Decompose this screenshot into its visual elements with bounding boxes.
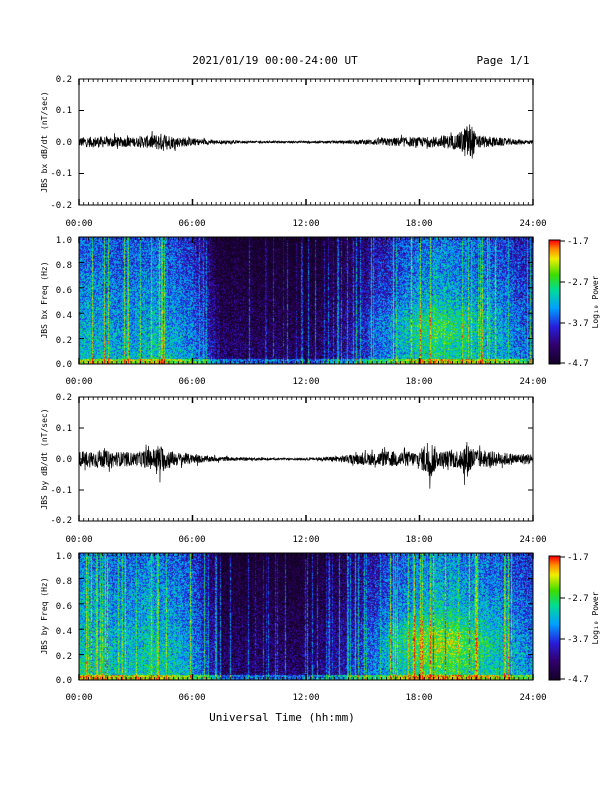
- x-axis-label: Universal Time (hh:mm): [209, 711, 355, 724]
- dbdt-trace-line: [78, 442, 534, 489]
- panel-by-spectrogram: 1.0 0.8 0.6 0.4 0.2 0.0 JBS by Freq (Hz)…: [40, 552, 600, 703]
- panel-by-dbdt: 0.2 0.1 0.0 -0.1 -0.2 JBS by dB/dt (nT/s…: [40, 393, 547, 545]
- by-colorbar-image: [549, 556, 560, 680]
- by-dbdt-trace: [78, 442, 534, 489]
- by-spectrogram-xtick-label: 00:00: [65, 693, 92, 703]
- bx-dbdt-xtick-label: 24:00: [519, 219, 546, 229]
- bx-spectrogram-ytick-label: 0.4: [56, 311, 72, 321]
- bx-spectrogram-axis-ticks: [78, 236, 534, 365]
- bx-spectrogram-xtick-label: 06:00: [178, 377, 205, 387]
- bx-spectrogram-xtick-label: 00:00: [65, 377, 92, 387]
- panel-bx-dbdt: 0.2 0.1 0.0 -0.1 -0.2 JBS bx dB/dt (nT/s…: [40, 75, 547, 229]
- bx-dbdt-xtick-label: 06:00: [178, 219, 205, 229]
- by-spectrogram-xtick-label: 24:00: [519, 693, 546, 703]
- bx-colorbar-tick-label: -3.7: [567, 319, 589, 329]
- bx-spectrogram-ytick-label: 0.6: [56, 286, 72, 296]
- by-dbdt-xtick-label: 18:00: [405, 535, 432, 545]
- bx-colorbar-tick-label: -2.7: [567, 278, 589, 288]
- by-colorbar-tick-label: -4.7: [567, 675, 589, 685]
- by-colorbar-tick-label: -3.7: [567, 635, 589, 645]
- by-colorbar-tick-label: -1.7: [567, 553, 589, 563]
- by-spectrogram-ytick-label: 0.0: [56, 676, 72, 686]
- bx-dbdt-xtick-label: 00:00: [65, 219, 92, 229]
- by-spectrogram-xtick-label: 12:00: [292, 693, 319, 703]
- by-spectrogram-axis-ticks: [78, 552, 534, 681]
- by-dbdt-axis-ticks: [78, 396, 534, 522]
- bx-dbdt-xtick-label: 12:00: [292, 219, 319, 229]
- by-spectrogram-ytick-label: 0.6: [56, 602, 72, 612]
- by-dbdt-xtick-label: 24:00: [519, 535, 546, 545]
- by-dbdt-xtick-label: 06:00: [178, 535, 205, 545]
- by-spectrogram-ylabel: JBS by Freq (Hz): [40, 577, 49, 654]
- by-dbdt-ytick-label: -0.1: [50, 486, 72, 496]
- bx-dbdt-ylabel: JBS bx dB/dt (nT/sec): [40, 91, 49, 192]
- bx-spectrogram-ytick-label: 0.2: [56, 336, 72, 346]
- by-colorbar-tick-label: -2.7: [567, 594, 589, 604]
- by-spectrogram-ytick-label: 1.0: [56, 552, 72, 562]
- bx-dbdt-ytick-label: 0.0: [56, 138, 72, 148]
- by-dbdt-xtick-label: 12:00: [292, 535, 319, 545]
- bx-spectrogram-ytick-label: 1.0: [56, 236, 72, 246]
- bx-colorbar-tick-label: -4.7: [567, 359, 589, 369]
- by-dbdt-ytick-label: 0.0: [56, 455, 72, 465]
- by-dbdt-ylabel: JBS by dB/dt (nT/sec): [40, 408, 49, 509]
- page-indicator: Page 1/1: [477, 54, 530, 67]
- by-spectrogram-ytick-label: 0.8: [56, 577, 72, 587]
- by-dbdt-ytick-label: 0.1: [56, 424, 72, 434]
- bx-colorbar-tick-label: -1.7: [567, 237, 589, 247]
- bx-dbdt-ytick-label: -0.2: [50, 201, 72, 211]
- by-colorbar-frame: [548, 555, 561, 681]
- dbdt-trace-line: [78, 124, 534, 159]
- panel-bx-spectrogram: 1.0 0.8 0.6 0.4 0.2 0.0 JBS bx Freq (Hz)…: [40, 236, 600, 387]
- by-dbdt-ytick-label: 0.2: [56, 393, 72, 403]
- by-colorbar-label: Log₁₀ Power: [591, 591, 600, 644]
- bx-spectrogram-ytick-label: 0.8: [56, 261, 72, 271]
- bx-dbdt-axis-ticks: [78, 78, 534, 206]
- by-spectrogram-image: [79, 553, 533, 680]
- by-spectrogram-xtick-label: 18:00: [405, 693, 432, 703]
- bx-dbdt-ytick-label: -0.1: [50, 169, 72, 179]
- bx-dbdt-xtick-label: 18:00: [405, 219, 432, 229]
- by-dbdt-ytick-label: -0.2: [50, 516, 72, 526]
- bx-dbdt-trace: [78, 124, 534, 159]
- figure-title: 2021/01/19 00:00-24:00 UT: [192, 54, 358, 67]
- by-dbdt-xtick-label: 00:00: [65, 535, 92, 545]
- bx-colorbar-label: Log₁₀ Power: [591, 275, 600, 328]
- bx-spectrogram-image: [79, 237, 533, 364]
- bx-spectrogram-xtick-label: 18:00: [405, 377, 432, 387]
- by-spectrogram-xtick-label: 06:00: [178, 693, 205, 703]
- bx-spectrogram-ylabel: JBS bx Freq (Hz): [40, 261, 49, 338]
- bx-colorbar-image: [549, 240, 560, 364]
- by-spectrogram-ytick-label: 0.2: [56, 652, 72, 662]
- bx-spectrogram-xtick-label: 24:00: [519, 377, 546, 387]
- bx-spectrogram-ytick-label: 0.0: [56, 360, 72, 370]
- bx-spectrogram-xtick-label: 12:00: [292, 377, 319, 387]
- bx-colorbar-frame: [548, 239, 561, 365]
- bx-dbdt-ytick-label: 0.2: [56, 75, 72, 85]
- bx-dbdt-ytick-label: 0.1: [56, 106, 72, 116]
- by-spectrogram-ytick-label: 0.4: [56, 627, 72, 637]
